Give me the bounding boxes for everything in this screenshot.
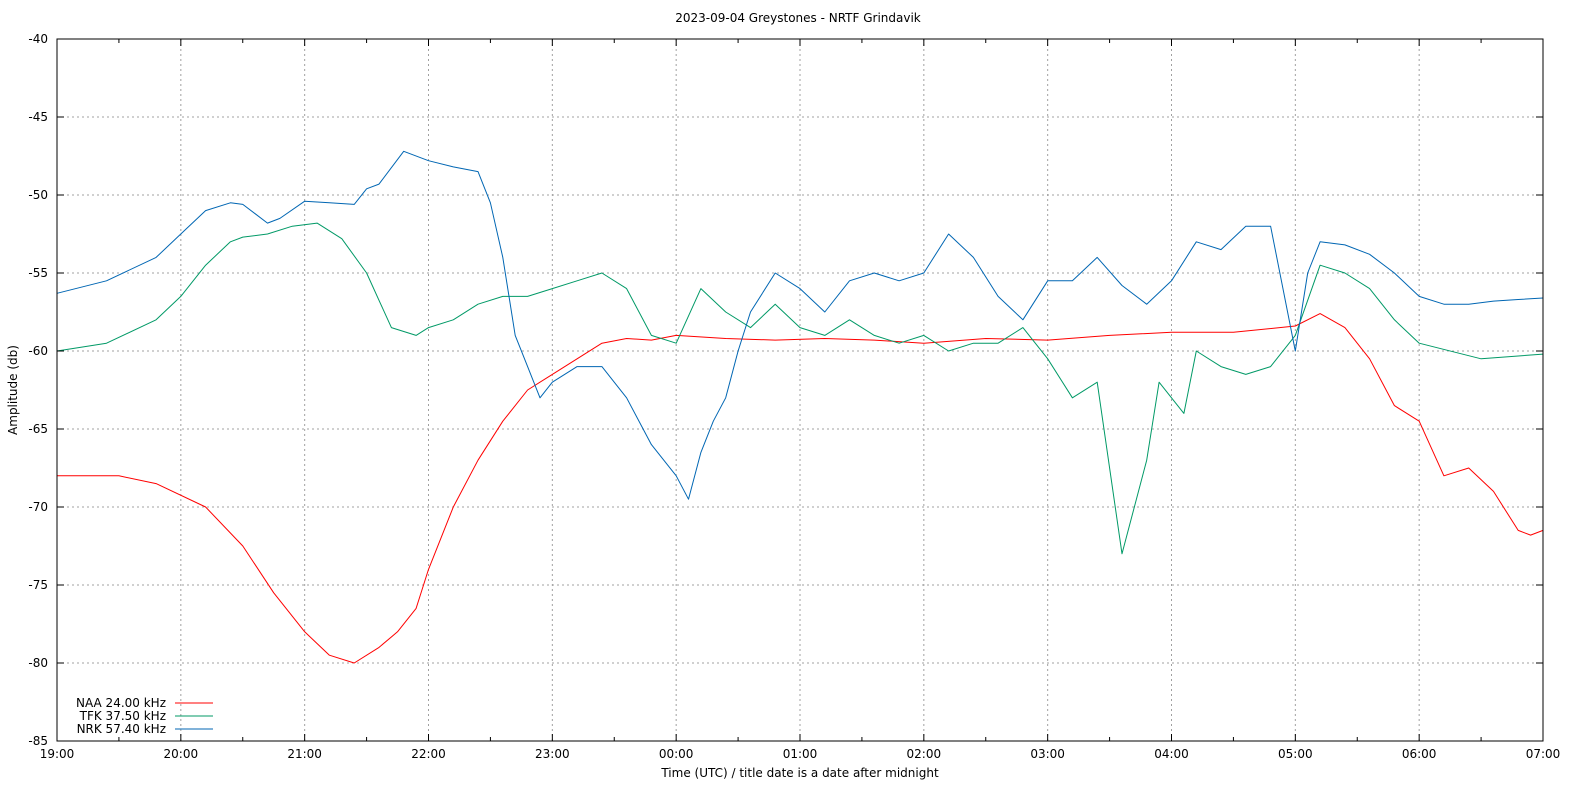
x-tick-label: 02:00	[907, 747, 942, 761]
x-tick-label: 05:00	[1278, 747, 1313, 761]
x-tick-label: 19:00	[40, 747, 75, 761]
x-tick-label: 04:00	[1154, 747, 1189, 761]
y-tick-label: -65	[28, 422, 48, 436]
series-line-nrk	[56, 150, 1544, 500]
grid-lines	[57, 39, 1543, 741]
y-tick-label: -60	[28, 344, 48, 358]
y-tick-labels: -40 -45 -50 -55 -60 -65 -70 -75 -80 -85	[28, 32, 48, 748]
x-tick-label: 01:00	[783, 747, 818, 761]
y-tick-label: -70	[28, 500, 48, 514]
legend-label: NAA 24.00 kHz	[76, 696, 166, 710]
x-tick-label: 23:00	[535, 747, 570, 761]
x-tick-label: 06:00	[1402, 747, 1437, 761]
x-axis-title: Time (UTC) / title date is a date after …	[660, 766, 939, 780]
x-tick-label: 03:00	[1030, 747, 1065, 761]
axis-ticks	[56, 38, 1544, 742]
y-axis-title: Amplitude (db)	[6, 345, 20, 435]
y-tick-label: -85	[28, 734, 48, 748]
x-tick-label: 07:00	[1526, 747, 1561, 761]
chart-title: 2023-09-04 Greystones - NRTF Grindavik	[675, 11, 921, 25]
legend-label: NRK 57.40 kHz	[77, 722, 166, 736]
y-tick-label: -50	[28, 188, 48, 202]
y-tick-label: -40	[28, 32, 48, 46]
x-tick-label: 20:00	[164, 747, 199, 761]
x-tick-label: 21:00	[287, 747, 322, 761]
legend-label: TFK 37.50 kHz	[79, 709, 166, 723]
series-line-tfk	[56, 222, 1544, 555]
y-tick-label: -80	[28, 656, 48, 670]
y-tick-label: -55	[28, 266, 48, 280]
x-tick-label: 22:00	[411, 747, 446, 761]
x-tick-labels: 19:00 20:00 21:00 22:00 23:00 00:00 01:00 02:00…	[40, 747, 1561, 761]
y-tick-label: -75	[28, 578, 48, 592]
series-lines	[56, 150, 1544, 664]
x-tick-label: 00:00	[659, 747, 694, 761]
series-line-naa	[57, 313, 1544, 664]
y-tick-label: -45	[28, 110, 48, 124]
